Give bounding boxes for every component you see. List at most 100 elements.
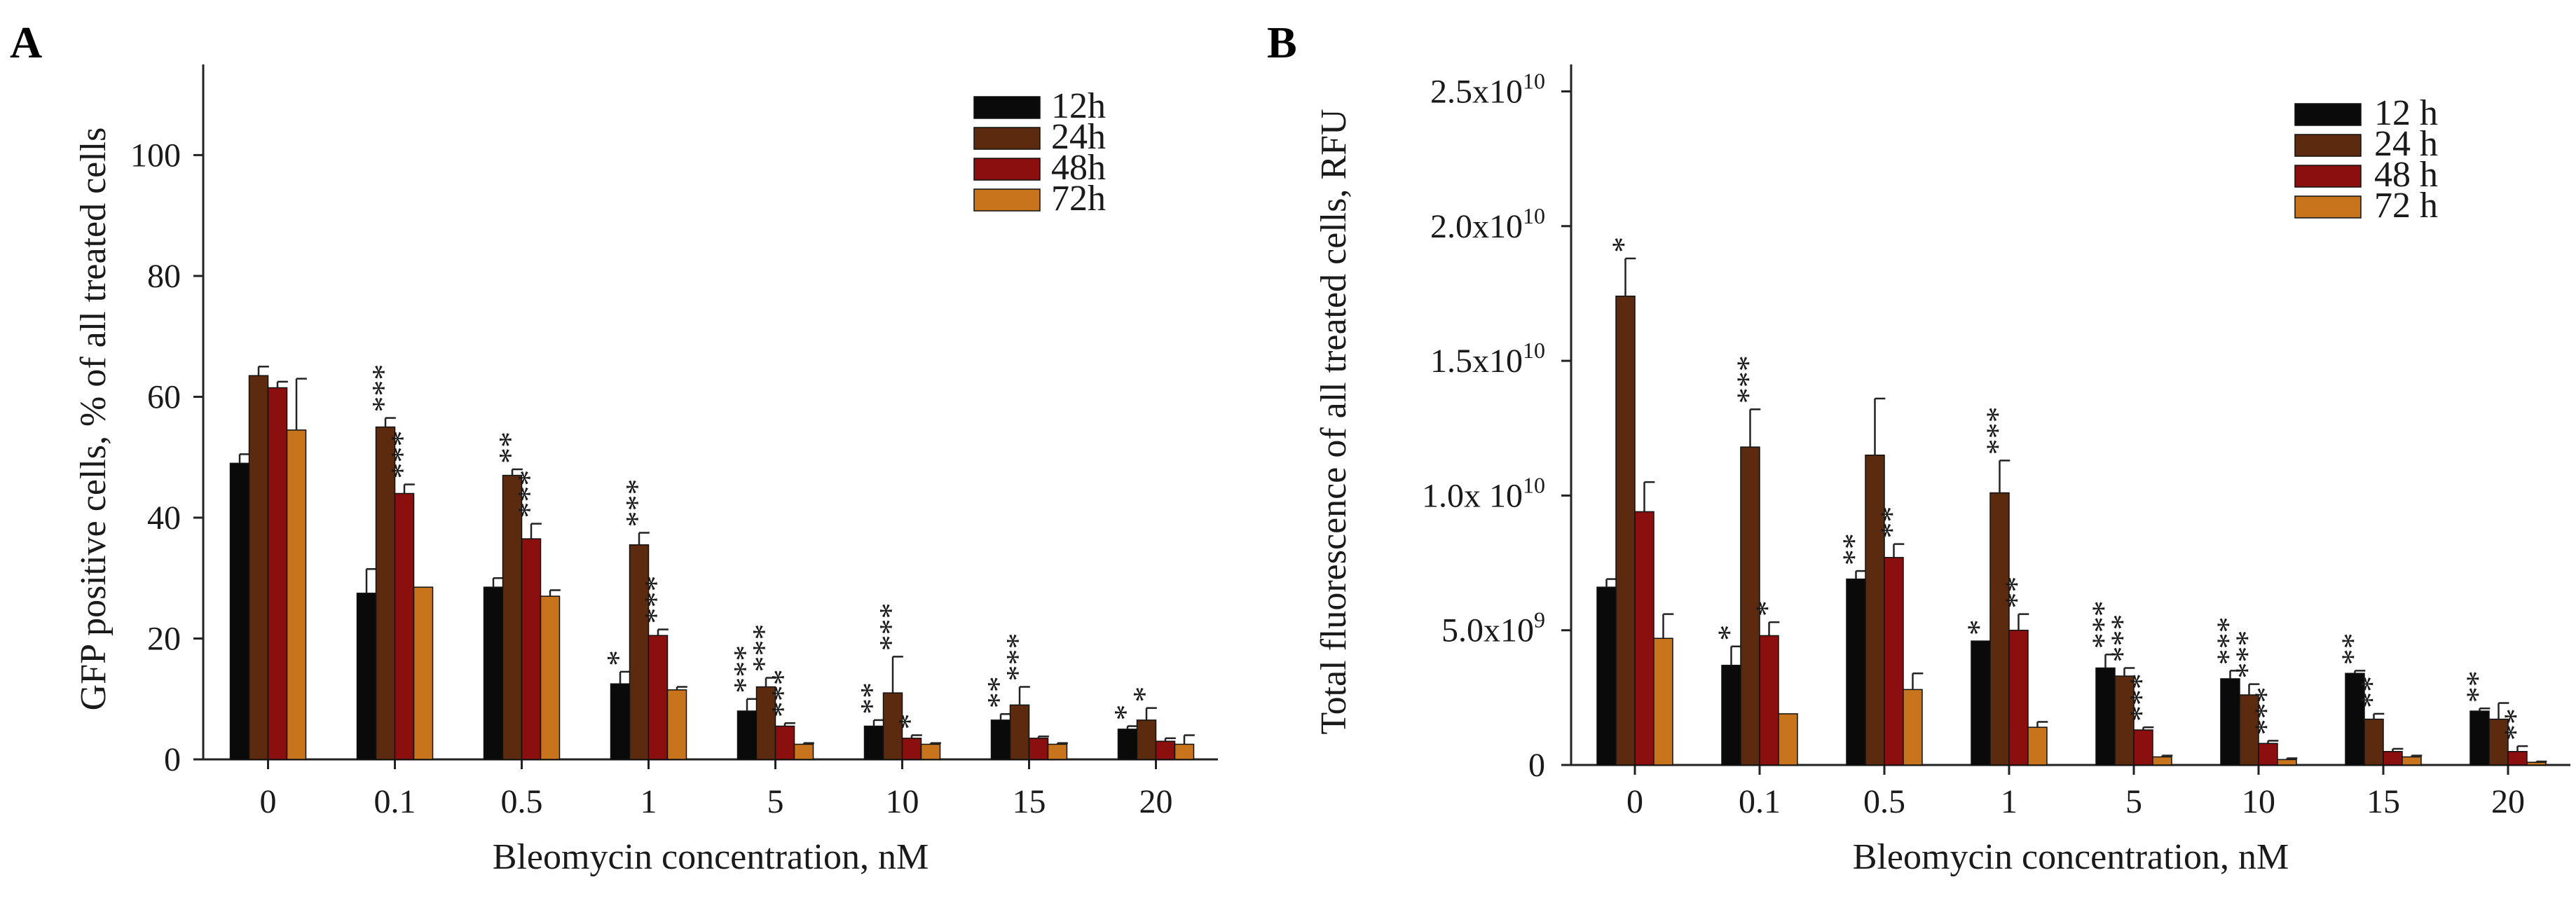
bar-48h-20	[2507, 751, 2528, 766]
legend-swatch	[2294, 103, 2362, 126]
y-tick-exponent: 9	[1534, 607, 1545, 633]
bar-48h-0	[1634, 511, 1654, 766]
y-tick-label: 2.0x1010	[1430, 203, 1545, 245]
y-tick-exponent: 10	[1523, 203, 1545, 228]
bar-72h-0	[1653, 637, 1673, 766]
legend-swatch	[2294, 195, 2362, 219]
bar-24h-0	[1615, 296, 1636, 766]
legend-swatch	[973, 188, 1041, 212]
bar-24h-15	[2364, 718, 2384, 766]
x-tick-label: 15	[1013, 783, 1046, 820]
significance-marker: ***	[2210, 616, 2246, 665]
bar-48h-5	[2133, 729, 2153, 766]
bar-48h-20	[1155, 740, 1176, 760]
significance-marker: *	[1605, 237, 1641, 253]
y-tick-mantissa: 1.5x10	[1430, 343, 1523, 380]
bar-24h-5	[755, 686, 776, 760]
bar-12h-1	[610, 683, 631, 760]
bar-72h-20	[2526, 761, 2547, 766]
significance-marker: **	[2354, 676, 2390, 708]
legend-label: 72 h	[2374, 186, 2438, 226]
legend-swatch	[973, 127, 1041, 150]
y-tick-exponent: 10	[1523, 472, 1545, 497]
significance-marker: **	[1874, 506, 1910, 539]
bar-12h-10	[863, 725, 884, 760]
bar-72h-5	[793, 743, 814, 760]
bar-12h-0.1	[356, 593, 377, 760]
bar-72h-15	[2402, 756, 2422, 766]
legend-swatch	[2294, 134, 2362, 157]
bar-72h-20	[1174, 743, 1195, 760]
bar-12h-15	[990, 719, 1011, 760]
bar-24h-0.1	[1740, 446, 1760, 766]
bar-12h-0.5	[1846, 578, 1866, 766]
bar-12h-5	[2095, 667, 2116, 766]
significance-marker: ***	[365, 364, 401, 413]
significance-marker: ***	[2104, 614, 2140, 663]
significance-marker: ***	[619, 479, 655, 527]
significance-marker: ***	[765, 669, 800, 717]
y-tick-label: 0	[164, 741, 181, 778]
y-tick-label: 1.0x 1010	[1422, 472, 1545, 514]
significance-marker: **	[2498, 708, 2533, 740]
significance-marker: **	[2460, 670, 2495, 703]
bar-72h-0	[286, 429, 307, 760]
bar-12h-0	[1596, 586, 1617, 766]
x-tick-label: 1	[640, 783, 657, 820]
bar-48h-0.5	[521, 538, 542, 760]
y-tick-label: 40	[147, 499, 181, 537]
bar-48h-1	[648, 635, 669, 760]
significance-marker: *	[891, 713, 927, 729]
bar-12h-20	[1117, 729, 1138, 760]
bar-24h-1	[1989, 492, 2010, 766]
bar-72h-0.5	[1903, 689, 1923, 766]
bar-24h-0	[248, 375, 269, 760]
legend-label: 12 h	[2374, 93, 2438, 133]
significance-marker: ***	[2248, 687, 2284, 735]
bar-48h-5	[774, 725, 795, 760]
legend-label: 48h	[1051, 148, 1106, 188]
x-tick-label: 20	[1139, 783, 1173, 820]
significance-marker: *	[1107, 705, 1143, 721]
significance-marker: ***	[511, 470, 547, 518]
significance-marker: ***	[2229, 630, 2265, 679]
legend-label: 24 h	[2374, 124, 2438, 164]
bar-48h-10	[901, 738, 922, 760]
significance-marker: *	[1126, 687, 1162, 703]
legend-swatch	[973, 96, 1041, 119]
x-tick-label: 0.5	[501, 783, 543, 820]
significance-marker: **	[980, 676, 1016, 708]
bar-72h-0.1	[413, 586, 434, 760]
bar-72h-1	[2027, 726, 2048, 766]
significance-marker: **	[2335, 633, 2371, 665]
bar-72h-1	[666, 689, 687, 760]
significance-marker: ***	[746, 624, 781, 673]
y-tick-mantissa: 2.5x10	[1430, 73, 1523, 110]
legend-swatch	[2294, 165, 2362, 188]
y-axis-title: GFP positive cells, % of all treated cel…	[74, 127, 114, 711]
y-tick-mantissa: 5.0x10	[1441, 612, 1534, 649]
bar-24h-0.1	[375, 426, 396, 760]
y-tick-mantissa: 2.0x10	[1430, 208, 1523, 245]
legend-label: 24h	[1051, 117, 1106, 157]
y-tick-label: 5.0x109	[1441, 607, 1545, 649]
x-tick-label: 5	[2125, 783, 2142, 820]
x-tick-label: 10	[2242, 783, 2275, 820]
significance-marker: **	[492, 432, 528, 464]
x-axis-title: Bleomycin concentration, nM	[493, 837, 929, 877]
bar-12h-0.1	[1721, 664, 1741, 766]
significance-marker: ***	[1980, 406, 2015, 455]
panel-letter: B	[1267, 18, 1297, 67]
x-tick-label: 20	[2491, 783, 2525, 820]
bar-72h-10	[920, 743, 941, 760]
bar-72h-15	[1047, 743, 1068, 760]
significance-marker: **	[1999, 577, 2034, 609]
bar-12h-0.5	[483, 586, 504, 760]
bar-24h-0.5	[502, 474, 523, 760]
bar-24h-20	[1136, 719, 1157, 760]
y-tick-exponent: 10	[1523, 68, 1545, 93]
significance-marker: ***	[727, 645, 762, 694]
x-tick-label: 0	[260, 783, 277, 820]
significance-marker: *	[600, 650, 636, 666]
